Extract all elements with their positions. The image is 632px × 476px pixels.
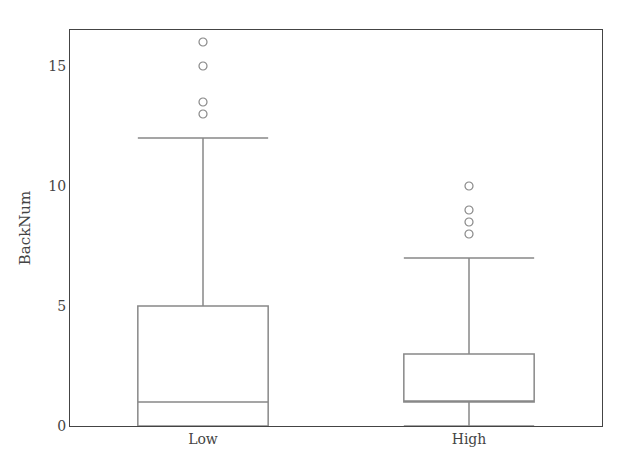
svg-text:0: 0: [57, 418, 66, 434]
svg-text:High: High: [452, 431, 487, 447]
svg-text:BackNum: BackNum: [16, 191, 34, 265]
svg-text:15: 15: [48, 58, 66, 74]
svg-text:5: 5: [57, 298, 66, 314]
svg-text:10: 10: [48, 178, 66, 194]
svg-text:Low: Low: [188, 431, 218, 447]
